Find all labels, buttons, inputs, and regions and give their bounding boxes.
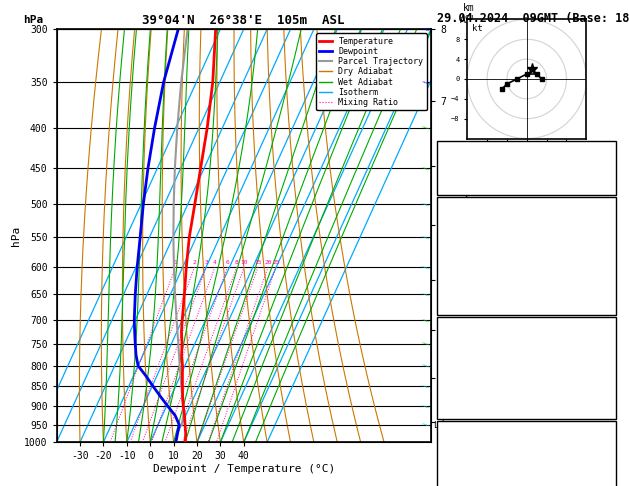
Text: 15: 15 [254,260,262,265]
Text: Surface: Surface [506,200,547,210]
Text: CAPE (J): CAPE (J) [442,384,489,394]
Text: \: \ [423,421,430,428]
Text: \: \ [423,263,430,271]
Text: LCL: LCL [433,421,448,430]
Text: 0: 0 [607,296,613,306]
Y-axis label: hPa: hPa [11,226,21,246]
Text: © weatheronline.co.uk: © weatheronline.co.uk [470,471,583,480]
Text: Hodograph: Hodograph [500,424,554,434]
Text: θₑ(K): θₑ(K) [442,248,472,258]
Text: 29.04.2024  09GMT (Base: 18): 29.04.2024 09GMT (Base: 18) [437,12,629,25]
Text: \: \ [423,233,430,241]
Text: StmDir: StmDir [442,472,477,482]
Text: Temp (°C): Temp (°C) [442,216,495,226]
Text: 1: 1 [174,260,177,265]
Text: \: \ [423,402,430,410]
Text: CIN (J): CIN (J) [442,400,483,410]
Text: \: \ [423,124,430,132]
Text: 20°: 20° [595,472,613,482]
Text: 11: 11 [601,232,613,242]
Text: \: \ [423,362,430,369]
Text: Lifted Index: Lifted Index [442,368,513,378]
Text: \: \ [423,26,430,33]
Text: EH: EH [442,440,454,450]
Text: Totals Totals: Totals Totals [442,160,518,170]
Text: km
ASL: km ASL [459,3,477,25]
Text: 0: 0 [607,384,613,394]
Text: \: \ [423,291,430,298]
Text: Lifted Index: Lifted Index [442,264,513,274]
Text: Dewp (°C): Dewp (°C) [442,232,495,242]
Text: Most Unstable: Most Unstable [489,320,565,330]
Text: \: \ [423,340,430,347]
Text: 46: 46 [601,160,613,170]
Text: 25: 25 [601,440,613,450]
Text: 15: 15 [601,216,613,226]
Legend: Temperature, Dewpoint, Parcel Trajectory, Dry Adiabat, Wet Adiabat, Isotherm, Mi: Temperature, Dewpoint, Parcel Trajectory… [316,34,426,110]
Text: 0: 0 [607,280,613,290]
Text: \: \ [423,165,430,172]
Text: 1.99: 1.99 [589,176,613,186]
Text: 4: 4 [607,368,613,378]
Text: 313: 313 [595,352,613,362]
Text: kt: kt [472,24,483,34]
Text: θₑ (K): θₑ (K) [442,352,477,362]
Text: PW (cm): PW (cm) [442,176,483,186]
Text: 31: 31 [601,456,613,466]
Text: 25: 25 [272,260,280,265]
Text: 10: 10 [240,260,248,265]
Text: 4: 4 [213,260,217,265]
Text: 2: 2 [192,260,196,265]
Text: \: \ [423,201,430,208]
Text: Pressure (mb): Pressure (mb) [442,336,518,346]
Text: \: \ [423,78,430,86]
Text: \: \ [423,383,430,390]
Text: 22: 22 [601,144,613,154]
Text: 0: 0 [607,400,613,410]
Text: 8: 8 [235,260,238,265]
Title: 39°04'N  26°38'E  105m  ASL: 39°04'N 26°38'E 105m ASL [143,14,345,27]
Text: 3: 3 [204,260,208,265]
Text: hPa: hPa [23,15,43,25]
Text: 310: 310 [595,248,613,258]
Text: 750: 750 [595,336,613,346]
Text: CIN (J): CIN (J) [442,296,483,306]
Text: Mixing Ratio (g/kg): Mixing Ratio (g/kg) [464,180,473,292]
Text: CAPE (J): CAPE (J) [442,280,489,290]
Text: 20: 20 [264,260,272,265]
Text: 6: 6 [226,260,230,265]
Text: 5: 5 [607,264,613,274]
Text: K: K [442,144,448,154]
Text: \: \ [423,316,430,324]
X-axis label: Dewpoint / Temperature (°C): Dewpoint / Temperature (°C) [153,464,335,474]
Text: SREH: SREH [442,456,465,466]
